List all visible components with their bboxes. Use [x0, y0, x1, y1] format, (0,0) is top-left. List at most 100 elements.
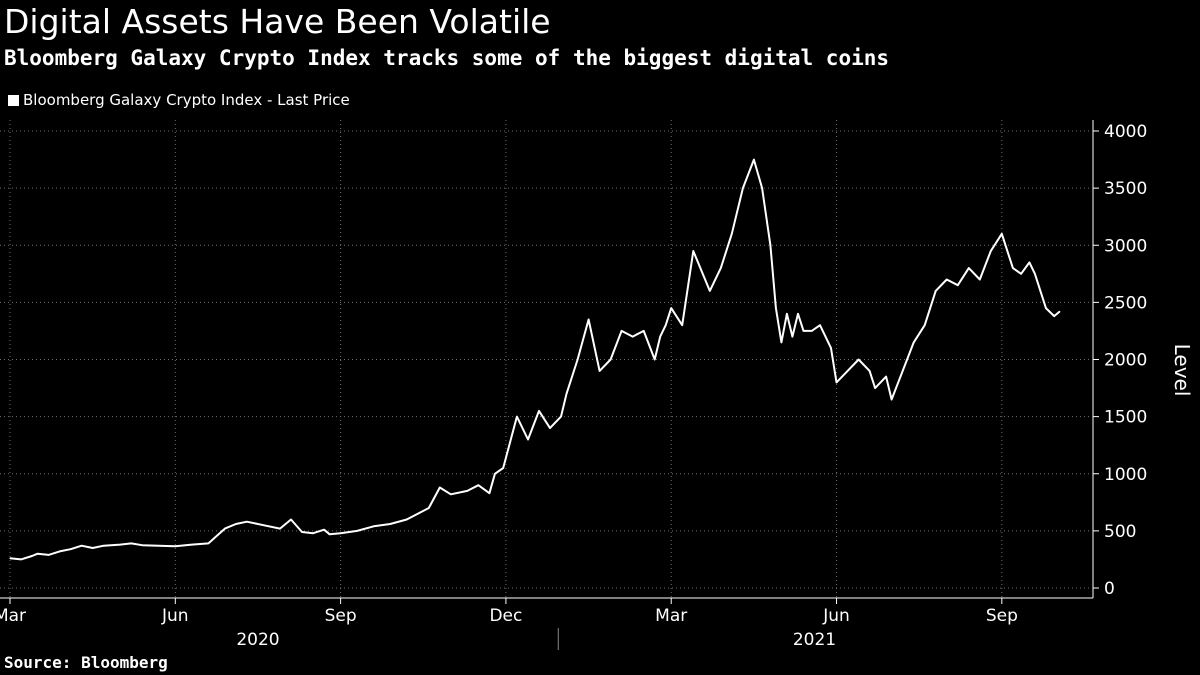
data-point: [670, 307, 672, 309]
chart-title: Digital Assets Have Been Volatile: [4, 2, 551, 41]
data-point: [802, 330, 805, 332]
data-point: [761, 187, 763, 189]
data-point: [990, 250, 992, 252]
data-point: [720, 267, 722, 269]
data-point: [819, 324, 821, 326]
data-point: [709, 290, 711, 292]
data-point: [599, 370, 601, 372]
data-point: [527, 438, 529, 441]
legend-swatch: [8, 94, 19, 106]
data-point: [780, 341, 783, 343]
data-point: [538, 410, 540, 412]
year-label: 2021: [793, 630, 836, 650]
data-point: [246, 521, 248, 523]
data-point: [37, 553, 39, 555]
data-point: [775, 307, 777, 309]
data-point: [1001, 233, 1003, 235]
y-tick-label: 500: [1104, 522, 1136, 542]
series-line: [9, 158, 1061, 561]
data-point: [869, 370, 871, 372]
data-point: [31, 555, 33, 557]
data-point: [549, 427, 551, 429]
y-tick-label: 4000: [1104, 122, 1147, 142]
data-point: [235, 523, 237, 525]
data-point: [924, 324, 926, 326]
x-tick-label: Sep: [986, 606, 1018, 626]
legend-label: Bloomberg Galaxy Crypto Index - Last Pri…: [23, 91, 350, 109]
data-point: [1045, 307, 1047, 309]
data-point: [621, 330, 623, 332]
data-point: [811, 330, 813, 332]
data-point: [874, 387, 876, 389]
data-point: [769, 244, 772, 246]
y-axis-label: Level: [1170, 344, 1194, 397]
data-point: [59, 550, 61, 553]
data-point: [356, 530, 358, 532]
data-point: [753, 159, 755, 161]
data-point: [158, 545, 160, 547]
data-point: [119, 544, 121, 546]
data-point: [48, 554, 50, 556]
data-point: [428, 507, 430, 509]
x-tick-label: Mar: [0, 606, 26, 626]
gridlines: [0, 120, 1090, 597]
y-tick-label: 3500: [1104, 179, 1147, 199]
data-point: [692, 250, 694, 252]
legend: Bloomberg Galaxy Crypto Index - Last Pri…: [8, 91, 350, 109]
data-point: [797, 313, 799, 315]
data-point: [654, 358, 656, 361]
y-tick-label: 1000: [1104, 465, 1147, 485]
data-point: [373, 525, 375, 527]
data-point: [130, 542, 132, 545]
data-point: [279, 528, 281, 530]
source-note: Source: Bloomberg: [4, 653, 168, 672]
data-point: [979, 278, 981, 281]
data-point: [913, 341, 915, 343]
data-point: [560, 416, 562, 418]
data-point: [477, 484, 479, 486]
axes: 0 500 1000 1500 2000 2500 3000 3500 4000 Mar Jun Se…: [0, 120, 1147, 650]
data-point: [439, 486, 441, 489]
data-point: [301, 531, 303, 533]
data-point: [141, 544, 143, 546]
series-layer: [9, 158, 1061, 561]
data-point: [290, 518, 292, 521]
data-point: [565, 393, 568, 395]
y-tick-label: 0: [1104, 579, 1115, 599]
data-point: [1012, 267, 1014, 269]
data-point: [858, 358, 860, 361]
data-point: [312, 532, 314, 534]
x-tick-label: Jun: [822, 606, 850, 626]
data-point: [681, 324, 683, 326]
x-tick-label: Sep: [325, 606, 357, 626]
data-point: [224, 528, 226, 530]
data-point: [494, 473, 496, 475]
data-point: [1053, 315, 1055, 317]
data-point: [835, 381, 838, 383]
data-point: [786, 313, 788, 315]
data-point: [450, 493, 452, 495]
data-point: [791, 336, 794, 338]
data-point: [902, 370, 904, 372]
data-point: [9, 557, 11, 559]
data-point: [103, 545, 105, 547]
data-point: [830, 347, 832, 349]
data-point: [935, 290, 937, 292]
data-point: [610, 358, 612, 361]
data-point: [488, 492, 490, 494]
y-tick-label: 3000: [1104, 236, 1147, 256]
y-tick-label: 2500: [1104, 293, 1147, 313]
data-point: [502, 467, 504, 469]
data-point: [577, 358, 579, 361]
data-point: [946, 278, 948, 281]
x-tick-label: Jun: [161, 606, 189, 626]
data-point: [92, 547, 94, 549]
data-point: [847, 370, 849, 372]
data-point: [643, 330, 645, 332]
data-point: [516, 416, 518, 418]
data-point: [340, 532, 342, 534]
data-point: [191, 544, 193, 546]
data-point: [1034, 273, 1036, 275]
data-point: [81, 545, 83, 547]
